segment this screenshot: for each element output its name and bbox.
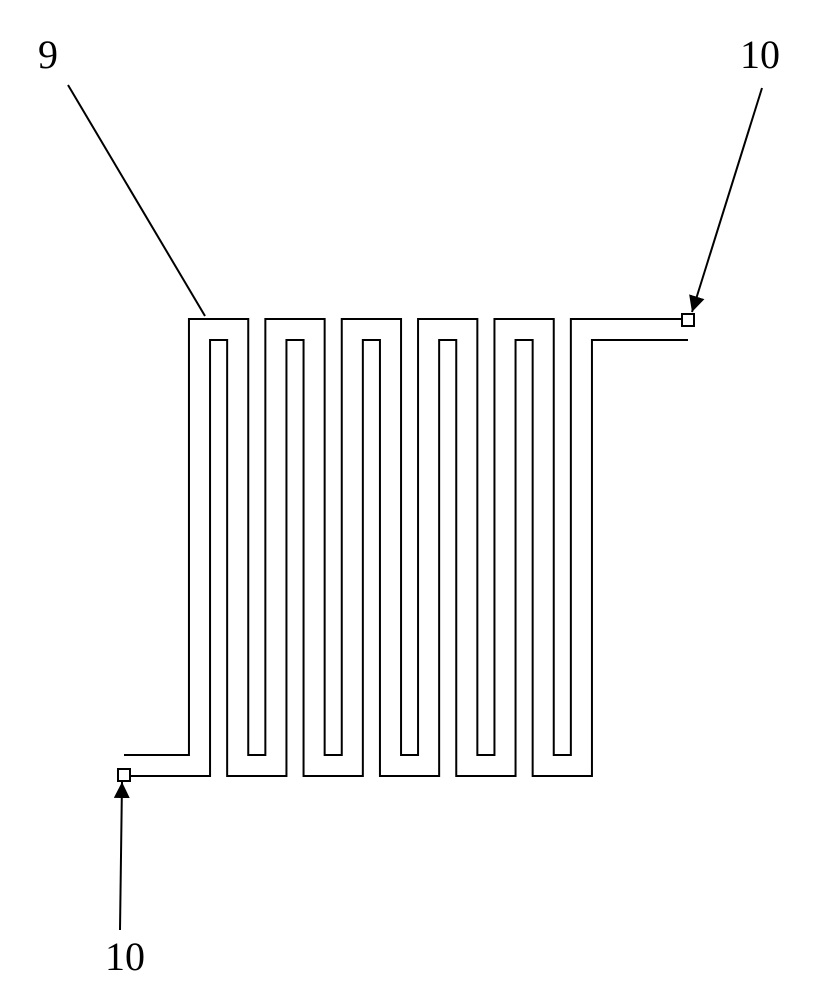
label-10-bottom-leader xyxy=(120,782,122,930)
terminal-bottom-left xyxy=(118,769,130,781)
label-9: 9 xyxy=(38,32,58,77)
label-9-leader xyxy=(68,85,205,316)
serpentine-fill xyxy=(124,330,688,766)
label-10-top: 10 xyxy=(740,32,780,77)
diagram-canvas: 9 10 10 xyxy=(0,0,828,1000)
terminal-top-right xyxy=(682,314,694,326)
label-10-top-leader xyxy=(692,88,762,312)
label-10-bottom: 10 xyxy=(105,934,145,979)
